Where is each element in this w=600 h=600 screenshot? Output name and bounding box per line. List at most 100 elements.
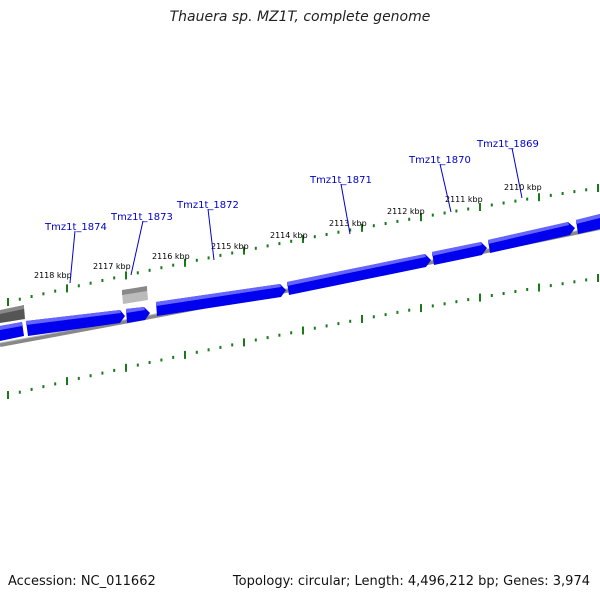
minor-tick xyxy=(30,295,33,298)
gene-arrow-left[interactable] xyxy=(0,322,24,341)
tick-label: 2117 kbp xyxy=(93,262,131,271)
tick-label: 2114 kbp xyxy=(270,231,308,240)
major-tick xyxy=(302,235,304,243)
minor-tick xyxy=(490,294,493,297)
minor-tick xyxy=(372,224,375,228)
major-tick xyxy=(479,293,481,302)
minor-tick xyxy=(42,292,45,296)
minor-tick xyxy=(207,256,210,260)
minor-tick xyxy=(573,280,576,284)
tick-label: 2118 kbp xyxy=(34,271,72,280)
gene-label-1870[interactable]: Tmz1t_1870 xyxy=(408,155,471,166)
minor-tick xyxy=(219,253,222,257)
minor-tick xyxy=(502,201,505,205)
gene-arrow-right[interactable] xyxy=(576,214,600,234)
major-tick xyxy=(479,203,481,211)
minor-tick xyxy=(148,268,151,272)
minor-tick xyxy=(172,263,175,267)
minor-tick xyxy=(148,361,151,364)
tick-label: 2115 kbp xyxy=(211,242,249,251)
minor-tick xyxy=(431,304,434,308)
minor-tick xyxy=(549,284,552,288)
major-tick xyxy=(420,213,422,222)
minor-tick xyxy=(54,289,57,293)
minor-tick xyxy=(372,315,375,319)
minor-tick xyxy=(313,326,316,330)
major-tick xyxy=(125,363,127,372)
minor-tick xyxy=(101,279,104,282)
minor-tick xyxy=(136,363,139,367)
minor-tick xyxy=(349,319,352,323)
major-tick xyxy=(597,184,599,192)
minor-tick xyxy=(89,374,92,378)
major-tick xyxy=(66,284,68,293)
minor-tick xyxy=(431,213,434,217)
minor-tick xyxy=(77,376,80,380)
gene-track xyxy=(0,214,600,341)
tick-label: 2111 kbp xyxy=(445,195,483,204)
minor-tick xyxy=(337,322,340,326)
gene-arrow-1872[interactable] xyxy=(156,284,286,316)
gene-arrow-1874[interactable] xyxy=(26,310,125,336)
minor-tick xyxy=(42,385,45,389)
gene-label-1872[interactable]: Tmz1t_1872 xyxy=(176,200,239,211)
minor-tick xyxy=(396,310,399,314)
major-tick xyxy=(302,326,304,335)
major-tick xyxy=(184,258,186,267)
gene-label-1871[interactable]: Tmz1t_1871 xyxy=(309,175,372,186)
minor-tick xyxy=(290,331,293,335)
gene-arrow-1871[interactable] xyxy=(287,254,431,295)
gene-leader-lines xyxy=(69,147,523,284)
gene-label-1873[interactable]: Tmz1t_1873 xyxy=(110,212,173,223)
minor-tick xyxy=(514,290,517,293)
genome-summary-text: Topology: circular; Length: 4,496,212 bp… xyxy=(232,574,590,589)
minor-tick xyxy=(195,258,198,262)
tick-label: 2112 kbp xyxy=(387,207,425,216)
accession-text: Accession: NC_011662 xyxy=(8,574,156,589)
minor-tick xyxy=(443,211,446,215)
major-tick xyxy=(361,315,363,323)
minor-tick xyxy=(219,345,222,349)
minor-tick xyxy=(455,209,458,213)
minor-tick xyxy=(526,197,529,201)
minor-tick xyxy=(467,298,470,302)
map-title: Thauera sp. MZ1T, complete genome xyxy=(169,9,431,25)
minor-tick xyxy=(561,192,564,195)
minor-tick xyxy=(514,199,517,203)
minor-tick xyxy=(160,358,163,362)
tick-labels: 2110 kbp 2111 kbp 2112 kbp 2113 kbp 2114… xyxy=(34,183,542,280)
gene-arrow-1870[interactable] xyxy=(432,242,487,265)
minor-tick xyxy=(490,203,493,207)
minor-tick xyxy=(408,217,411,221)
major-tick xyxy=(538,193,540,202)
minor-tick xyxy=(254,338,257,342)
pseudo-gene-left[interactable] xyxy=(0,305,25,323)
gene-arrow-1869[interactable] xyxy=(488,222,575,253)
minor-tick xyxy=(172,355,175,359)
minor-tick xyxy=(231,343,234,347)
pseudo-gene-1873[interactable] xyxy=(122,286,148,304)
minor-tick xyxy=(266,336,269,340)
minor-tick xyxy=(113,276,116,280)
minor-tick xyxy=(160,266,163,270)
gene-label-1869[interactable]: Tmz1t_1869 xyxy=(476,139,539,150)
minor-tick xyxy=(278,242,281,246)
major-tick xyxy=(597,274,599,282)
minor-tick xyxy=(455,300,458,304)
minor-tick xyxy=(254,246,257,250)
outer-tick-ruler xyxy=(7,184,599,306)
major-tick xyxy=(361,223,363,232)
minor-tick xyxy=(526,288,529,291)
minor-tick xyxy=(443,302,446,306)
minor-tick xyxy=(136,271,139,275)
minor-tick xyxy=(585,278,588,282)
major-tick xyxy=(7,391,9,399)
gene-labels: Tmz1t_1869 Tmz1t_1870 Tmz1t_1871 Tmz1t_1… xyxy=(44,139,539,233)
minor-tick xyxy=(502,292,505,295)
gene-label-1874[interactable]: Tmz1t_1874 xyxy=(44,222,107,233)
gene-arrow-1873[interactable] xyxy=(126,307,150,323)
minor-tick xyxy=(77,284,80,288)
major-tick xyxy=(184,350,186,359)
minor-tick xyxy=(89,281,92,285)
